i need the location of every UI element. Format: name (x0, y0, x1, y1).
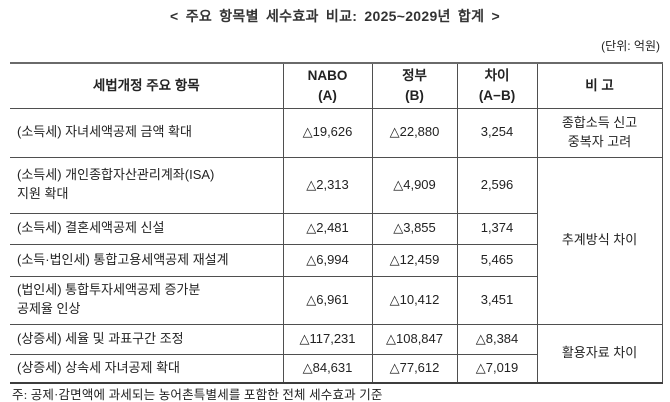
row-gov-value: △10,412 (371, 275, 458, 325)
header-row: 세법개정 주요 항목 NABO (A) 정부 (B) 차이 (A−B) 비 고 (10, 62, 663, 109)
table-row: (소득·법인세) 통합고용세액공제 재설계 △6,994 △12,459 5,4… (10, 243, 662, 277)
row-note: 종합소득 신고 중복자 고려 (536, 107, 663, 158)
row-nabo-value: △6,961 (282, 275, 373, 325)
row-nabo-value: △2,481 (282, 212, 373, 245)
row-nabo-value: △2,313 (282, 156, 373, 214)
row-gov-value: △77,612 (371, 353, 458, 384)
row-note-merged: 활용자료 차이 (536, 323, 663, 384)
table-row: (소득세) 자녀세액공제 금액 확대 △19,626 △22,880 3,254… (10, 107, 663, 158)
unit-label: (단위: 억원) (601, 39, 660, 53)
header-diff: 차이 (A−B) (456, 62, 538, 109)
row-gov-value: △12,459 (371, 243, 458, 277)
table-title: < 주요 항목별 세수효과 비교: 2025~2029년 합계 > (170, 8, 500, 24)
row-diff-value: 3,451 (456, 275, 538, 325)
row-gov-value: △3,855 (371, 212, 458, 245)
row-nabo-value: △117,231 (282, 323, 373, 355)
tax-effect-comparison-table: 세법개정 주요 항목 NABO (A) 정부 (B) 차이 (A−B) 비 고 … (10, 62, 663, 384)
table-row: (소득세) 개인종합자산관리계좌(ISA) 지원 확대 △2,313 △4,90… (10, 156, 663, 325)
header-nabo: NABO (A) (282, 62, 373, 109)
row-item: (상증세) 세율 및 과표구간 조정 (10, 323, 284, 355)
row-item: (소득세) 결혼세액공제 신설 (10, 212, 284, 245)
row-gov-value: △22,880 (371, 107, 458, 158)
row-diff-value: △7,019 (456, 353, 538, 384)
row-item: (법인세) 통합투자세액공제 증가분 공제율 인상 (10, 275, 284, 325)
row-nabo-value: △19,626 (282, 107, 373, 158)
row-item: (상증세) 상속세 자녀공제 확대 (10, 353, 284, 384)
row-item: (소득세) 자녀세액공제 금액 확대 (10, 107, 284, 158)
row-diff-value: 3,254 (456, 107, 538, 158)
table-row: (상증세) 세율 및 과표구간 조정 △117,231 △108,847 △8,… (10, 323, 663, 384)
table-row: (소득세) 결혼세액공제 신설 △2,481 △3,855 1,374 (10, 212, 662, 245)
row-item: (소득세) 개인종합자산관리계좌(ISA) 지원 확대 (10, 156, 284, 214)
row-nabo-value: △6,994 (282, 243, 373, 277)
row-diff-value: △8,384 (456, 323, 538, 355)
row-gov-value: △108,847 (371, 323, 458, 355)
header-note: 비 고 (536, 62, 663, 109)
table-row: (상증세) 상속세 자녀공제 확대 △84,631 △77,612 △7,019 (10, 353, 662, 384)
row-diff-value: 5,465 (456, 243, 538, 277)
row-note-merged: 추계방식 차이 (536, 156, 663, 325)
row-gov-value: △4,909 (371, 156, 458, 214)
row-item: (소득·법인세) 통합고용세액공제 재설계 (10, 243, 284, 277)
row-nabo-value: △84,631 (282, 353, 373, 384)
row-diff-value: 2,596 (456, 156, 538, 214)
header-item: 세법개정 주요 항목 (10, 62, 284, 109)
table-row: (법인세) 통합투자세액공제 증가분 공제율 인상 △6,961 △10,412… (10, 275, 662, 325)
footnote: 주: 공제·감면액에 과세되는 농어촌특별세를 포함한 전체 세수효과 기준 (12, 388, 383, 402)
header-gov: 정부 (B) (371, 62, 458, 109)
row-diff-value: 1,374 (456, 212, 538, 245)
